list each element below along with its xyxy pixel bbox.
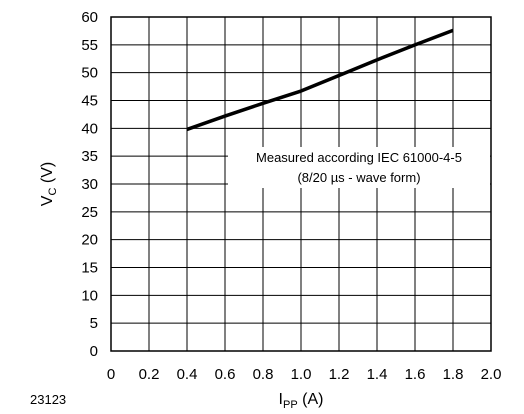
y-tick-label: 55 bbox=[81, 37, 98, 54]
x-tick-label: 0.2 bbox=[139, 366, 160, 383]
x-axis-title: IPP (A) bbox=[279, 391, 324, 411]
y-tick-label: 35 bbox=[81, 148, 98, 165]
annotation-box: Measured according IEC 61000-4-5 (8/20 µ… bbox=[228, 147, 490, 188]
y-axis-subscript: C bbox=[47, 188, 59, 196]
x-tick-label: 1.4 bbox=[367, 366, 388, 383]
series bbox=[186, 28, 454, 132]
x-tick-label: 0.6 bbox=[215, 366, 236, 383]
y-tick-label: 15 bbox=[81, 260, 98, 277]
x-axis-symbol: I bbox=[279, 391, 283, 408]
y-tick-label: 40 bbox=[81, 120, 98, 137]
y-tick-label: 0 bbox=[90, 343, 98, 360]
y-tick-label: 50 bbox=[81, 65, 98, 82]
figure-id: 23123 bbox=[30, 392, 66, 407]
x-axis-unit: (A) bbox=[298, 391, 324, 408]
x-axis-subscript: PP bbox=[283, 399, 298, 411]
x-tick-label: 1.6 bbox=[405, 366, 426, 383]
y-tick-label: 30 bbox=[81, 176, 98, 193]
annotation-background bbox=[228, 147, 490, 188]
x-tick-label: 0.4 bbox=[177, 366, 198, 383]
x-tick-label: 0.8 bbox=[253, 366, 274, 383]
y-tick-label: 5 bbox=[90, 315, 98, 332]
y-tick-label: 60 bbox=[81, 9, 98, 26]
y-axis-symbol: V bbox=[39, 195, 56, 206]
x-tick-label: 1.8 bbox=[443, 366, 464, 383]
x-tick-label: 1.2 bbox=[329, 366, 350, 383]
annotation-line-2: (8/20 µs - wave form) bbox=[297, 170, 420, 185]
y-tick-label: 45 bbox=[81, 93, 98, 110]
series-line bbox=[186, 28, 454, 132]
y-axis-unit: (V) bbox=[39, 162, 56, 188]
x-tick-labels: 0 0.2 0.4 0.6 0.8 1.0 1.2 1.4 1.6 1.8 2.0 bbox=[107, 366, 502, 383]
y-axis-title: VC (V) bbox=[39, 162, 59, 206]
plot-frame bbox=[110, 16, 492, 352]
annotation-line-1: Measured according IEC 61000-4-5 bbox=[256, 150, 462, 165]
x-tick-label: 1.0 bbox=[291, 366, 312, 383]
y-tick-label: 20 bbox=[81, 232, 98, 249]
y-tick-label: 10 bbox=[81, 287, 98, 304]
y-tick-label: 25 bbox=[81, 204, 98, 221]
y-tick-labels: 0 5 10 15 20 25 30 35 40 45 50 55 60 bbox=[81, 9, 98, 360]
x-tick-label: 0 bbox=[107, 366, 115, 383]
x-tick-label: 2.0 bbox=[481, 366, 502, 383]
